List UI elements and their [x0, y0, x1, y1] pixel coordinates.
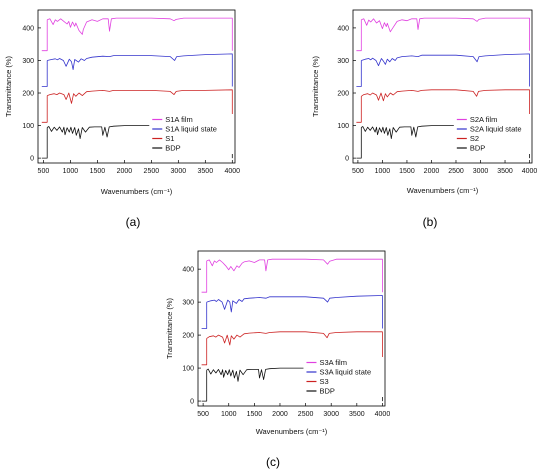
x-axis-title: Wavenumbers (cm⁻¹): [407, 186, 479, 195]
x-tick-label: 1500: [90, 168, 106, 175]
series-line-s3a-film: [201, 258, 383, 293]
plot-frame: [37, 9, 236, 164]
chart-panel-3: 0 100 200 300 400 500 1000 1500 2000 2500 3000 3500…: [165, 250, 391, 469]
x-tick-label: 1500: [399, 168, 415, 175]
series-line-s3: [201, 331, 383, 366]
plot-frame: [352, 9, 533, 164]
y-tick-label: 0: [190, 399, 194, 406]
series-line-s1a-liquid-state: [41, 53, 233, 87]
y-tick-label: 400: [337, 25, 349, 32]
x-tick-label: 3500: [497, 168, 513, 175]
legend-entry: S2A film: [470, 115, 498, 124]
x-tick-label: 2000: [272, 411, 288, 418]
x-tick-label: 2500: [448, 168, 464, 175]
y-tick-label: 200: [337, 91, 349, 98]
plot-frame: [197, 250, 386, 407]
legend-box: [149, 114, 233, 154]
legend-entry: S1A liquid state: [165, 125, 217, 134]
y-tick-label: 300: [337, 58, 349, 65]
chart-panel-1: 0 100 200 300 400 500 1000 1500 2000 2500 3000 3500…: [4, 9, 241, 229]
x-tick-label: 1500: [247, 411, 263, 418]
legend-entry: S3A liquid state: [319, 368, 371, 377]
x-tick-label: 2000: [424, 168, 440, 175]
series-line-s1a-film: [41, 17, 233, 52]
x-tick-label: 2000: [117, 168, 133, 175]
panel-label: (a): [126, 215, 141, 229]
y-tick-label: 200: [22, 91, 34, 98]
legend-entry: BDP: [470, 144, 485, 153]
legend-entry: S3: [319, 377, 328, 386]
series-line-s2a-film: [356, 17, 530, 52]
x-tick-label: 4000: [522, 168, 538, 175]
x-axis-title: Wavenumbers (cm⁻¹): [101, 187, 173, 196]
panel-label: (c): [266, 455, 280, 469]
legend-entry: S2: [470, 134, 479, 143]
y-tick-label: 300: [22, 58, 34, 65]
x-tick-label: 1000: [375, 168, 391, 175]
series-line-s3a-liquid-state: [201, 295, 383, 329]
x-tick-label: 3500: [349, 411, 365, 418]
legend-box: [453, 114, 530, 154]
x-axis-title: Wavenumbers (cm⁻¹): [256, 427, 328, 436]
y-tick-label: 0: [30, 156, 34, 163]
x-tick-label: 3500: [198, 168, 214, 175]
legend-entry: S1A film: [165, 115, 193, 124]
x-tick-label: 500: [352, 168, 364, 175]
y-tick-label: 100: [182, 366, 194, 373]
chart-panel-2: 0 100 200 300 400 500 1000 1500 2000 2500 3000 3500…: [311, 9, 538, 229]
x-tick-label: 500: [38, 168, 50, 175]
x-tick-label: 3000: [323, 411, 339, 418]
x-tick-label: 4000: [375, 411, 391, 418]
legend-box: [303, 357, 383, 397]
x-tick-label: 1000: [221, 411, 237, 418]
x-tick-label: 4000: [225, 168, 241, 175]
x-tick-label: 500: [197, 411, 209, 418]
y-tick-label: 300: [182, 300, 194, 307]
y-tick-label: 100: [337, 123, 349, 130]
y-tick-label: 200: [182, 333, 194, 340]
legend-entry: S2A liquid state: [470, 125, 522, 134]
y-axis-title: Transmittance (%): [4, 56, 13, 117]
legend-entry: BDP: [165, 144, 180, 153]
series-line-s2a-liquid-state: [356, 53, 530, 87]
y-tick-label: 0: [345, 156, 349, 163]
legend-entry: BDP: [319, 387, 334, 396]
panel-label: (b): [423, 215, 438, 229]
y-tick-label: 400: [22, 25, 34, 32]
x-tick-label: 2500: [144, 168, 160, 175]
x-tick-label: 1000: [63, 168, 79, 175]
x-tick-label: 2500: [298, 411, 314, 418]
x-tick-label: 3000: [473, 168, 489, 175]
y-axis-title: Transmittance (%): [165, 298, 174, 359]
y-tick-label: 400: [182, 267, 194, 274]
y-tick-label: 100: [22, 123, 34, 130]
x-tick-label: 3000: [171, 168, 187, 175]
series-line-s1: [41, 89, 233, 123]
legend-entry: S3A film: [319, 358, 347, 367]
series-line-s2: [356, 89, 530, 123]
y-axis-title: Transmittance (%): [311, 56, 320, 117]
legend-entry: S1: [165, 134, 174, 143]
